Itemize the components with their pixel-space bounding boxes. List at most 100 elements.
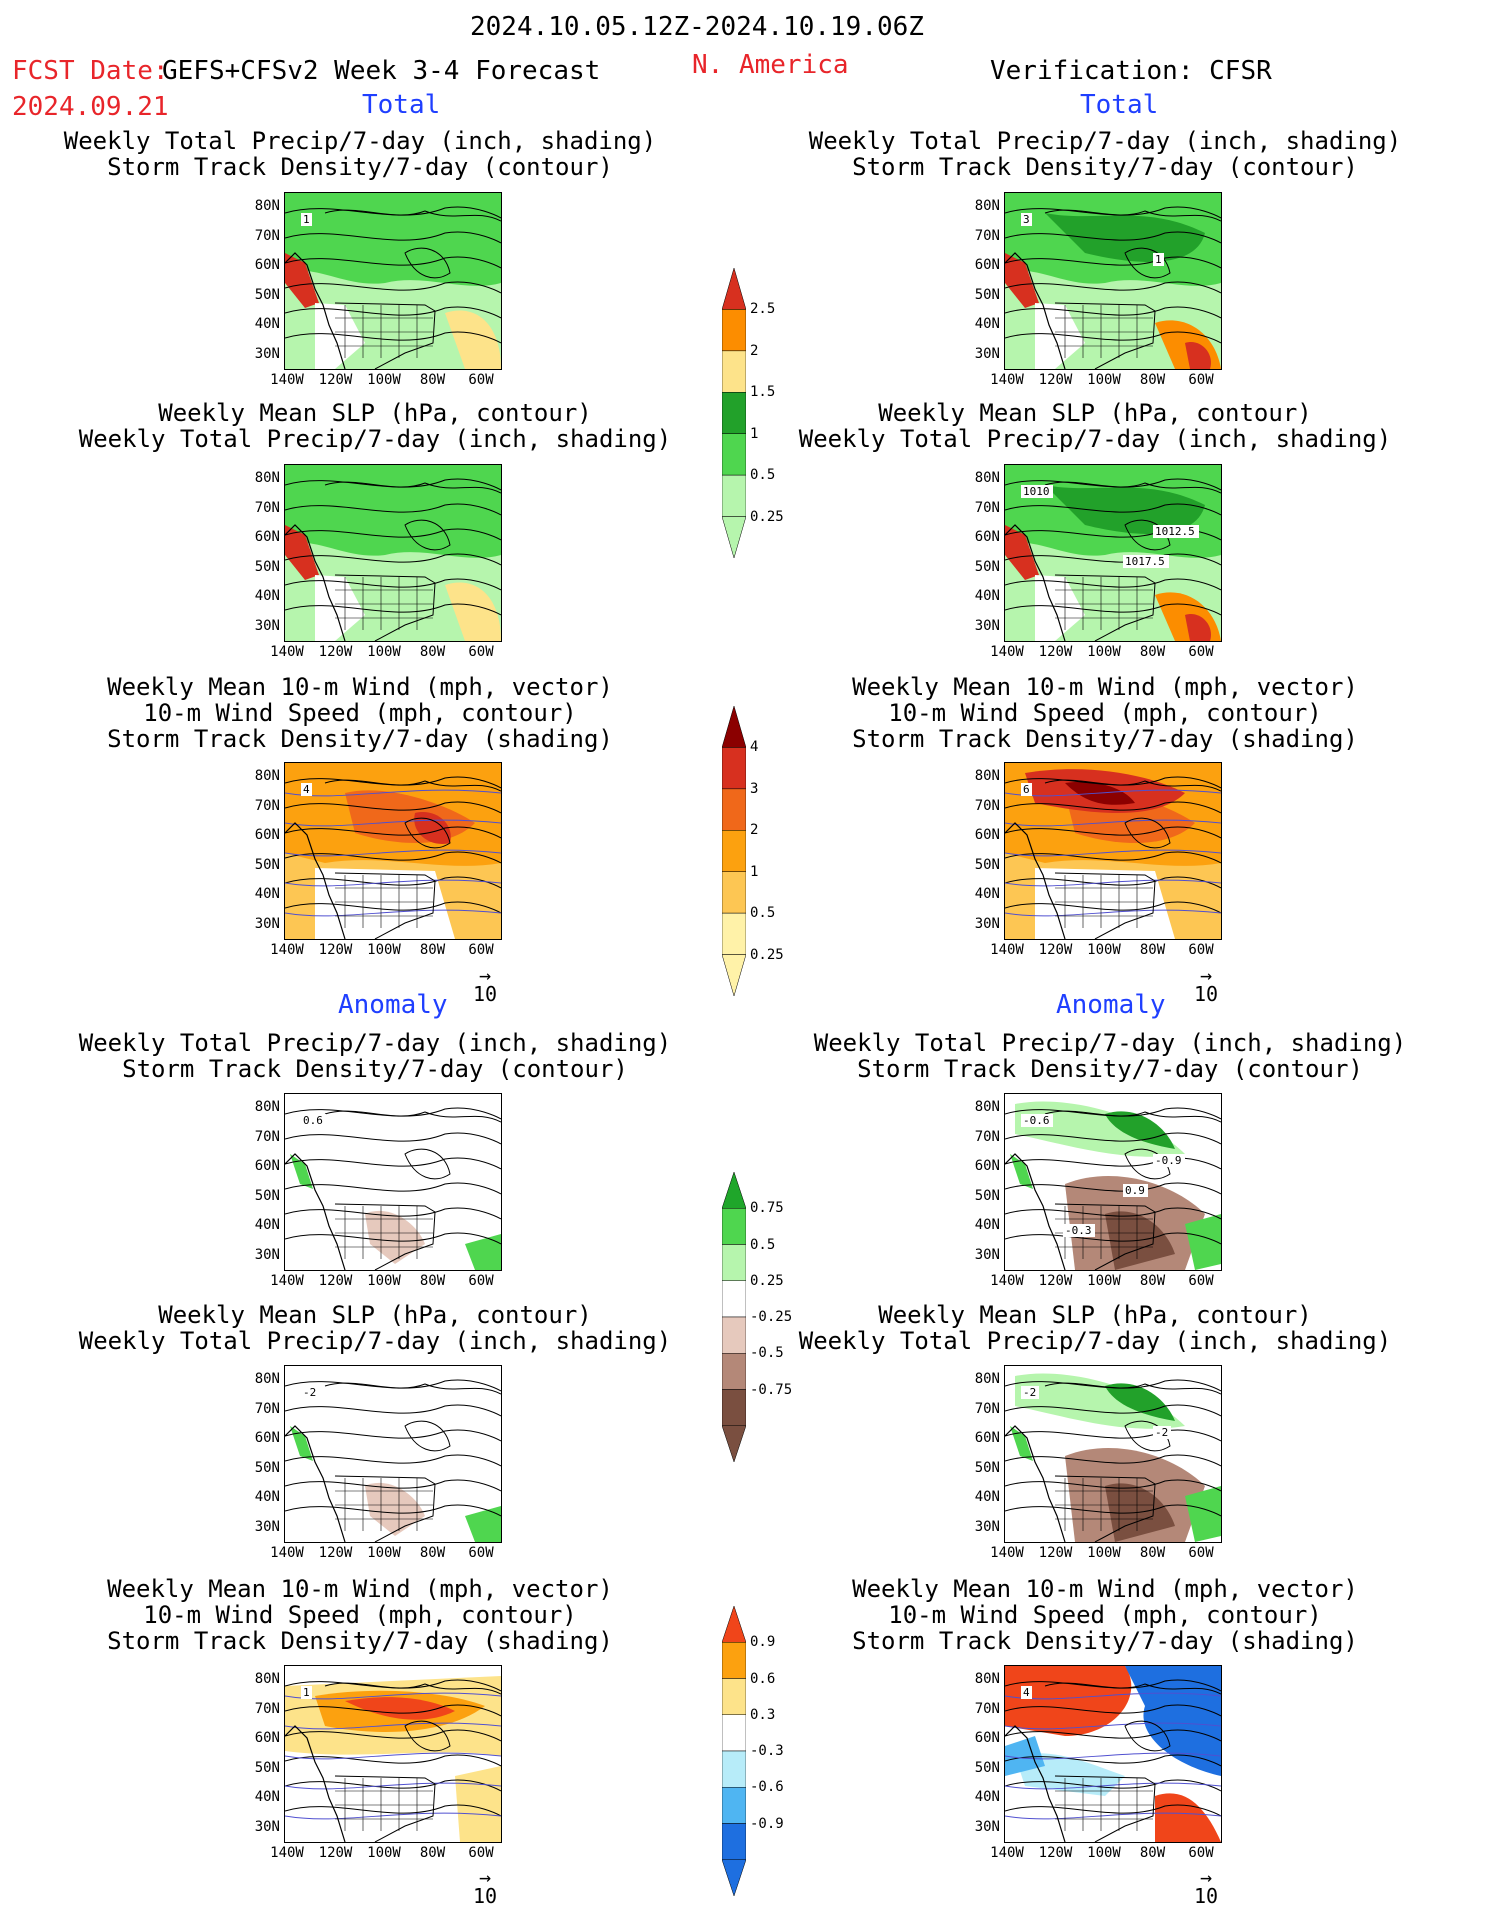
lat-tick-label: 80N [974, 768, 1000, 784]
svg-text:1: 1 [1155, 253, 1162, 266]
fcst-date-value: 2024.09.21 [12, 92, 169, 122]
colorbar-tick-label: 0.25 [750, 508, 784, 525]
svg-text:6: 6 [1023, 783, 1030, 796]
lon-tick-label: 60W [1188, 1273, 1214, 1289]
contour-label: -0.9 [1153, 1154, 1185, 1167]
colorbar-tick-label: 0.9 [750, 1634, 776, 1651]
svg-text:0.9: 0.9 [1125, 1184, 1145, 1197]
lat-tick-label: 70N [974, 1128, 1000, 1145]
panel-title-a3-left: Weekly Mean 10-m Wind (mph, vector) 10-m … [107, 1575, 613, 1655]
map-panel-a1-left: 0.6 [284, 1093, 502, 1271]
contour-label: -0.6 [1021, 1114, 1053, 1127]
lat-tick-label: 40N [254, 1217, 280, 1233]
lon-tick-label: 120W [318, 644, 353, 660]
lat-tick-label: 70N [974, 227, 1000, 244]
panel-title-t2-right: Weekly Mean SLP (hPa, contour) Weekly Tot… [798, 399, 1392, 453]
lat-tick-label: 60N [974, 529, 1000, 545]
lon-tick-label: 140W [990, 1845, 1024, 1861]
lon-tick-label: 80W [1139, 372, 1166, 388]
colorbar-storm-total [721, 705, 747, 1000]
lon-tick-label: 60W [468, 1273, 494, 1289]
section-anomaly-right: Anomaly [1056, 990, 1166, 1020]
map-panel-a2-right: -2 -2 [1004, 1365, 1222, 1543]
panel-title-a3-right: Weekly Mean 10-m Wind (mph, vector) 10-m … [852, 1575, 1358, 1655]
lat-tick-label: 80N [974, 1371, 1000, 1387]
lon-tick-label: 60W [1188, 372, 1214, 388]
contour-label: 4 [1021, 1686, 1032, 1699]
date-range-title: 2024.10.05.12Z-2024.10.19.06Z [470, 12, 924, 42]
lon-tick-label: 140W [270, 1273, 304, 1289]
lon-tick-label: 100W [367, 644, 401, 660]
colorbar-tick-label: 0.25 [750, 1272, 784, 1289]
lat-tick-label: 30N [974, 617, 1000, 634]
lat-tick-label: 50N [974, 856, 1000, 873]
lat-tick-label: 40N [254, 1489, 280, 1505]
contour-label: 1 [301, 213, 312, 226]
lon-tick-label: 60W [468, 942, 494, 958]
lon-tick-label: 140W [270, 1545, 304, 1561]
svg-text:1012.5: 1012.5 [1155, 525, 1195, 538]
lat-tick-label: 60N [974, 1430, 1000, 1446]
lat-tick-label: 80N [254, 768, 280, 784]
lat-tick-label: 40N [974, 1217, 1000, 1233]
contour-label: -0.3 [1063, 1224, 1095, 1237]
lon-tick-label: 100W [367, 1273, 401, 1289]
lat-tick-label: 40N [974, 886, 1000, 902]
lat-tick-label: 60N [254, 1158, 280, 1174]
contour-label: 1010 [1021, 485, 1053, 498]
lat-tick-label: 30N [254, 617, 280, 634]
colorbar-tick-label: -0.3 [750, 1743, 784, 1759]
panel-title-t1-left: Weekly Total Precip/7-day (inch, shading… [63, 127, 657, 181]
lat-tick-label: 80N [254, 1671, 280, 1687]
lat-tick-label: 60N [974, 1158, 1000, 1174]
lat-tick-label: 30N [254, 1818, 280, 1835]
map-panel-a3-left: 1 [284, 1665, 502, 1843]
lat-tick-label: 50N [974, 1759, 1000, 1776]
lat-tick-label: 30N [254, 1518, 280, 1535]
lat-tick-label: 40N [254, 1789, 280, 1805]
reference-vector-t3-right: → 10 [1193, 963, 1219, 1006]
svg-text:3: 3 [1023, 213, 1030, 226]
lon-tick-label: 140W [990, 942, 1024, 958]
lat-tick-label: 70N [974, 1400, 1000, 1417]
lat-tick-label: 60N [974, 1730, 1000, 1746]
contour-label: 1 [1153, 253, 1164, 266]
colorbar-tick-label: 2 [750, 342, 759, 359]
lon-tick-label: 80W [1139, 644, 1166, 660]
section-total-right: Total [1080, 90, 1159, 120]
svg-text:-2: -2 [1023, 1386, 1036, 1399]
lat-tick-label: 40N [254, 588, 280, 604]
region-title: N. America [692, 50, 849, 80]
map-panel-a1-right: -0.6 -0.9 0.9 -0.3 [1004, 1093, 1222, 1271]
colorbar-tick-label: 1 [750, 425, 759, 442]
contour-label: 1 [301, 1686, 312, 1699]
map-panel-t1-left: 1 [284, 192, 502, 370]
lat-tick-label: 70N [254, 1700, 280, 1717]
lon-tick-label: 140W [270, 942, 304, 958]
colorbar-tick-label: 2 [750, 822, 759, 839]
contour-label: 3 [1021, 213, 1032, 226]
colorbar-tick-label: 0.5 [750, 905, 776, 922]
lon-tick-label: 80W [419, 1273, 446, 1289]
lon-tick-label: 80W [1139, 942, 1166, 958]
panel-title-a2-right: Weekly Mean SLP (hPa, contour) Weekly Tot… [798, 1301, 1392, 1355]
colorbar-tick-label: -0.5 [750, 1345, 784, 1362]
lat-tick-label: 30N [974, 915, 1000, 932]
colorbar-tick-label: 0.5 [750, 467, 776, 484]
lon-tick-label: 60W [1188, 1845, 1214, 1861]
lat-tick-label: 70N [974, 1700, 1000, 1717]
contour-label: 0.9 [1123, 1184, 1148, 1197]
contour-label: -2 [301, 1386, 319, 1399]
panel-title-a1-left: Weekly Total Precip/7-day (inch, shading… [78, 1029, 672, 1083]
lat-tick-label: 30N [254, 915, 280, 932]
fcst-date-label: FCST Date: [12, 56, 169, 86]
map-panel-t3-left: 4 [284, 762, 502, 940]
lon-tick-label: 140W [990, 1545, 1024, 1561]
lat-tick-label: 80N [254, 198, 280, 214]
lon-tick-label: 80W [1139, 1845, 1166, 1861]
lat-tick-label: 60N [254, 529, 280, 545]
lat-tick-label: 50N [974, 558, 1000, 575]
lon-tick-label: 140W [270, 1845, 304, 1861]
reference-vector-t3-left: → 10 [472, 963, 498, 1006]
